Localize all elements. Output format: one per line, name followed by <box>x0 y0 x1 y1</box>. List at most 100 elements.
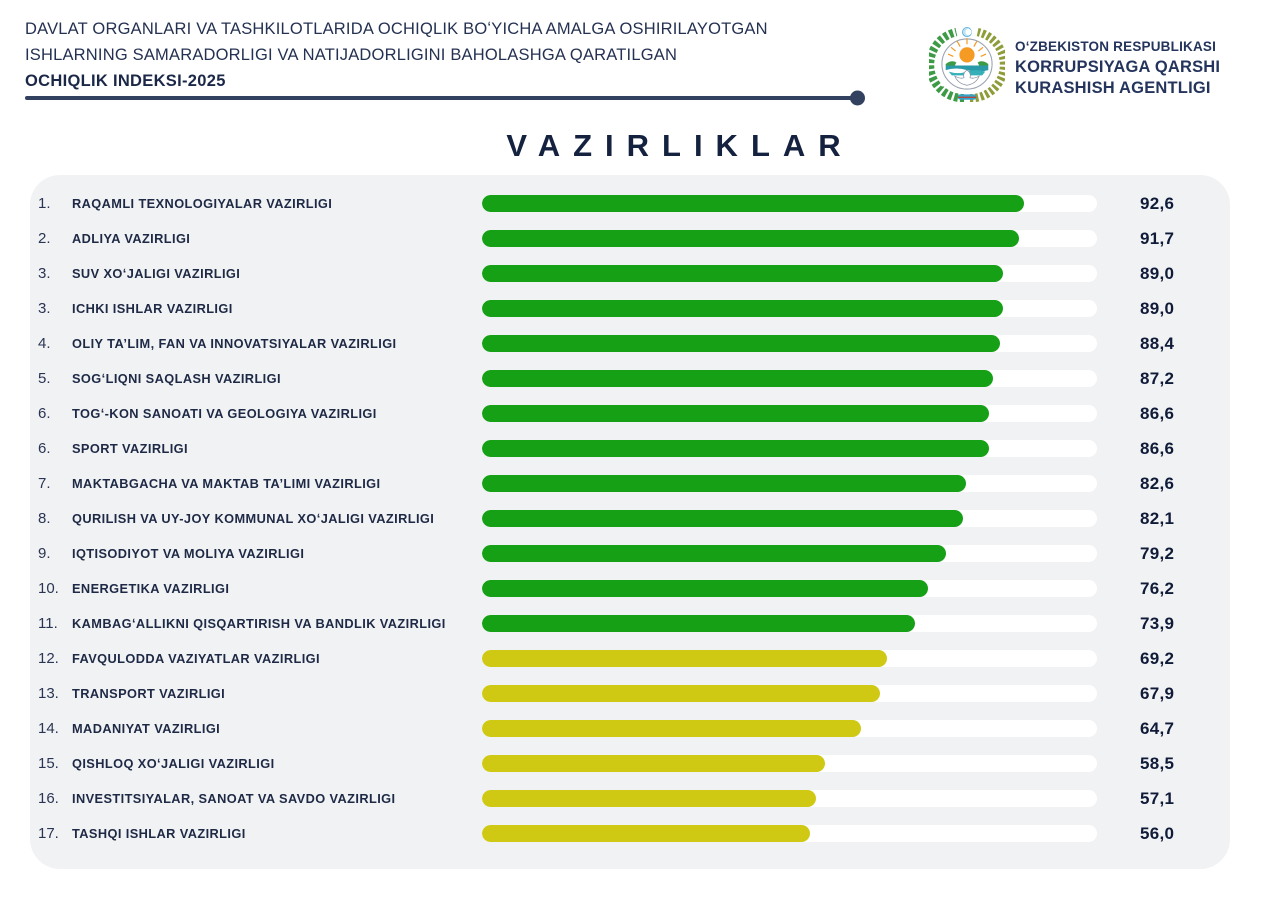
table-row: 9. IQTISODIYOT VA MOLIYA VAZIRLIGI 79,2 <box>30 536 1230 571</box>
agency-country-line: OʻZBEKISTON RESPUBLIKASI <box>1015 39 1217 54</box>
table-row: 6. SPORT VAZIRLIGI 86,6 <box>30 431 1230 466</box>
row-value: 76,2 <box>1140 578 1175 598</box>
header-line-1: DAVLAT ORGANLARI VA TASHKILOTLARIDA OCHI… <box>25 20 768 38</box>
bar-track <box>482 195 1097 212</box>
row-label: ADLIYA VAZIRLIGI <box>72 231 191 246</box>
bar-fill <box>482 510 963 527</box>
row-value: 73,9 <box>1140 613 1175 633</box>
bar-fill <box>482 475 966 492</box>
header-line-2: ISHLARNING SAMARADORLIGI VA NATIJADORLIG… <box>25 46 678 64</box>
row-rank: 7. <box>38 475 51 492</box>
row-label: KAMBAGʻALLIKNI QISQARTIRISH VA BANDLIK V… <box>72 616 446 631</box>
row-value: 56,0 <box>1140 823 1175 843</box>
bar-track <box>482 755 1097 772</box>
row-value: 86,6 <box>1140 403 1175 423</box>
table-row: 13. TRANSPORT VAZIRLIGI 67,9 <box>30 676 1230 711</box>
row-value: 67,9 <box>1140 683 1175 703</box>
divider-dot <box>850 90 865 106</box>
bar-fill <box>482 230 1020 247</box>
row-rank: 5. <box>38 370 51 387</box>
agency-name-line-1: KORRUPSIYAGA QARSHI <box>1015 58 1221 76</box>
row-value: 64,7 <box>1140 718 1175 738</box>
row-label: SOGʻLIQNI SAQLASH VAZIRLIGI <box>72 371 281 386</box>
row-rank: 1. <box>38 195 51 212</box>
row-label: QISHLOQ XOʻJALIGI VAZIRLIGI <box>72 756 275 771</box>
row-rank: 10. <box>38 580 59 597</box>
row-value: 88,4 <box>1140 333 1175 353</box>
table-row: 6. TOGʻ-KON SANOATI VA GEOLOGIYA VAZIRLI… <box>30 396 1230 431</box>
table-row: 17. TASHQI ISHLAR VAZIRLIGI 56,0 <box>30 816 1230 851</box>
row-label: MAKTABGACHA VA MAKTAB TA’LIMI VAZIRLIGI <box>72 476 381 491</box>
bar-track <box>482 615 1097 632</box>
row-rank: 11. <box>38 615 58 632</box>
header-divider-line <box>25 90 865 106</box>
row-label: SUV XOʻJALIGI VAZIRLIGI <box>72 266 241 281</box>
bar-fill <box>482 825 810 842</box>
bar-track <box>482 335 1097 352</box>
bar-fill <box>482 440 990 457</box>
bar-track <box>482 790 1097 807</box>
row-value: 91,7 <box>1140 228 1175 248</box>
row-value: 89,0 <box>1140 263 1175 283</box>
bar-track <box>482 300 1097 317</box>
row-value: 79,2 <box>1140 543 1175 563</box>
row-value: 82,1 <box>1140 508 1175 528</box>
bar-fill <box>482 790 817 807</box>
row-label: IQTISODIYOT VA MOLIYA VAZIRLIGI <box>72 546 305 561</box>
row-value: 58,5 <box>1140 753 1175 773</box>
row-label: FAVQULODDA VAZIYATLAR VAZIRLIGI <box>72 651 320 666</box>
table-row: 11. KAMBAGʻALLIKNI QISQARTIRISH VA BANDL… <box>30 606 1230 641</box>
row-rank: 2. <box>38 230 51 247</box>
table-row: 8. QURILISH VA UY-JOY KOMMUNAL XOʻJALIGI… <box>30 501 1230 536</box>
table-row: 3. SUV XOʻJALIGI VAZIRLIGI 89,0 <box>30 256 1230 291</box>
row-label: ICHKI ISHLAR VAZIRLIGI <box>72 301 233 316</box>
row-value: 86,6 <box>1140 438 1175 458</box>
bar-fill <box>482 300 1004 317</box>
table-row: 3. ICHKI ISHLAR VAZIRLIGI 89,0 <box>30 291 1230 326</box>
table-row: 1. RAQAMLI TEXNOLOGIYALAR VAZIRLIGI 92,6 <box>30 186 1230 221</box>
bar-fill <box>482 580 929 597</box>
bar-fill <box>482 685 880 702</box>
row-label: TRANSPORT VAZIRLIGI <box>72 686 226 701</box>
bar-track <box>482 685 1097 702</box>
uzbekistan-emblem-logo <box>929 27 1005 102</box>
row-label: TOGʻ-KON SANOATI VA GEOLOGIYA VAZIRLIGI <box>72 406 377 421</box>
bar-fill <box>482 335 1000 352</box>
table-row: 12. FAVQULODDA VAZIYATLAR VAZIRLIGI 69,2 <box>30 641 1230 676</box>
bar-fill <box>482 405 990 422</box>
ministries-ranking-chart: 1. RAQAMLI TEXNOLOGIYALAR VAZIRLIGI 92,6… <box>30 175 1230 869</box>
table-row: 14. MADANIYAT VAZIRLIGI 64,7 <box>30 711 1230 746</box>
table-row: 15. QISHLOQ XOʻJALIGI VAZIRLIGI 58,5 <box>30 746 1230 781</box>
row-value: 87,2 <box>1140 368 1175 388</box>
row-rank: 3. <box>38 300 51 317</box>
row-rank: 4. <box>38 335 51 352</box>
row-label: QURILISH VA UY-JOY KOMMUNAL XOʻJALIGI VA… <box>72 511 435 526</box>
bar-fill <box>482 370 993 387</box>
row-rank: 16. <box>38 790 59 807</box>
row-rank: 9. <box>38 545 51 562</box>
row-value: 69,2 <box>1140 648 1175 668</box>
bar-fill <box>482 545 946 562</box>
row-label: RAQAMLI TEXNOLOGIYALAR VAZIRLIGI <box>72 196 333 211</box>
row-label: TASHQI ISHLAR VAZIRLIGI <box>72 826 246 841</box>
bar-track <box>482 405 1097 422</box>
bar-track <box>482 650 1097 667</box>
bar-track <box>482 720 1097 737</box>
bar-fill <box>482 755 825 772</box>
bar-fill <box>482 650 888 667</box>
table-row: 7. MAKTABGACHA VA MAKTAB TA’LIMI VAZIRLI… <box>30 466 1230 501</box>
agency-name-line-2: KURASHISH AGENTLIGI <box>1015 79 1211 97</box>
row-rank: 14. <box>38 720 59 737</box>
table-row: 16. INVESTITSIYALAR, SANOAT VA SAVDO VAZ… <box>30 781 1230 816</box>
row-rank: 6. <box>38 405 51 422</box>
bar-fill <box>482 195 1025 212</box>
row-rank: 3. <box>38 265 51 282</box>
row-rank: 6. <box>38 440 51 457</box>
bar-track <box>482 440 1097 457</box>
row-label: MADANIYAT VAZIRLIGI <box>72 721 221 736</box>
bar-track <box>482 580 1097 597</box>
table-row: 5. SOGʻLIQNI SAQLASH VAZIRLIGI 87,2 <box>30 361 1230 396</box>
bar-fill <box>482 265 1004 282</box>
row-rank: 8. <box>38 510 51 527</box>
row-rank: 13. <box>38 685 59 702</box>
